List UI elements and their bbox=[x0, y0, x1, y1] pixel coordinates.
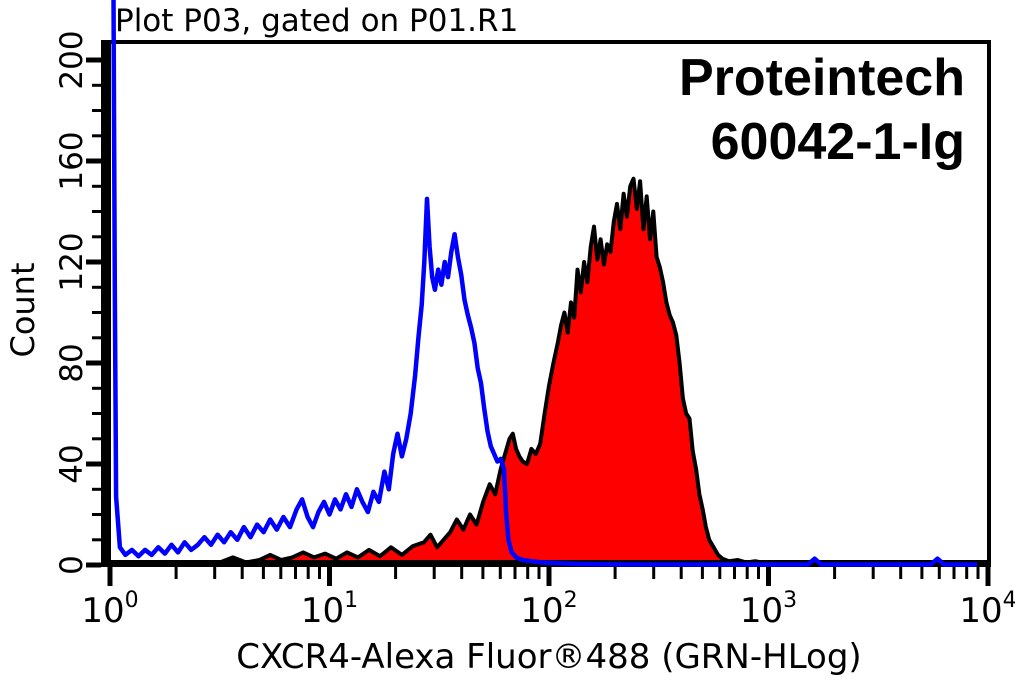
x-minor-tick bbox=[871, 567, 875, 579]
x-minor-tick bbox=[952, 567, 956, 579]
plot-title: Plot P03, gated on P01.R1 bbox=[115, 3, 519, 39]
y-tick-label: 120 bbox=[54, 232, 90, 291]
y-minor-tick bbox=[92, 487, 101, 491]
y-tick-label: 40 bbox=[54, 444, 90, 483]
x-minor-tick bbox=[240, 567, 244, 579]
y-major-tick bbox=[86, 562, 101, 568]
x-axis-label: CXCR4-Alexa Fluor®488 (GRN-HLog) bbox=[236, 637, 862, 677]
x-minor-tick bbox=[976, 567, 980, 579]
x-minor-tick bbox=[613, 567, 617, 579]
y-axis-label: Count bbox=[4, 262, 42, 358]
y-minor-tick bbox=[92, 513, 101, 516]
x-minor-tick bbox=[213, 567, 217, 579]
x-minor-tick bbox=[306, 567, 310, 579]
x-major-tick bbox=[985, 567, 991, 586]
y-minor-tick bbox=[92, 83, 101, 87]
x-minor-tick bbox=[513, 567, 517, 579]
x-minor-tick bbox=[498, 567, 502, 579]
y-tick-label: 200 bbox=[54, 30, 90, 89]
x-tick-label: 104 bbox=[959, 588, 1015, 631]
x-tick-label: 100 bbox=[81, 588, 138, 631]
y-minor-tick bbox=[92, 336, 101, 340]
x-minor-tick bbox=[920, 567, 924, 579]
y-major-tick bbox=[86, 360, 101, 366]
y-tick-label: 160 bbox=[54, 131, 90, 190]
left-axis-spine bbox=[101, 40, 111, 567]
y-minor-tick bbox=[92, 184, 101, 188]
y-minor-tick bbox=[92, 285, 101, 289]
annotation-line-2: 60042-1-Ig bbox=[710, 113, 965, 171]
x-minor-tick bbox=[394, 567, 398, 579]
right-axis-spine bbox=[987, 40, 991, 567]
y-major-tick bbox=[86, 259, 101, 265]
x-minor-tick bbox=[745, 567, 749, 579]
y-tick-label: 0 bbox=[54, 555, 90, 575]
x-major-tick bbox=[766, 567, 771, 586]
x-minor-tick bbox=[833, 567, 837, 579]
red-histogram-fill bbox=[110, 178, 988, 565]
x-minor-tick bbox=[718, 567, 722, 579]
x-minor-tick bbox=[460, 567, 464, 579]
x-tick-label: 102 bbox=[520, 588, 577, 631]
x-minor-tick bbox=[757, 567, 760, 579]
y-minor-tick bbox=[92, 134, 101, 138]
x-tick-label: 103 bbox=[740, 588, 797, 631]
annotation-line-1: Proteintech bbox=[678, 49, 965, 107]
x-major-tick bbox=[327, 567, 332, 586]
x-major-tick bbox=[107, 567, 113, 586]
x-minor-tick bbox=[652, 567, 656, 579]
x-minor-tick bbox=[261, 567, 265, 579]
y-minor-tick bbox=[92, 412, 101, 415]
x-minor-tick bbox=[318, 567, 321, 579]
x-minor-tick bbox=[733, 567, 736, 579]
y-minor-tick bbox=[92, 386, 101, 390]
x-minor-tick bbox=[899, 567, 903, 579]
y-major-tick bbox=[86, 461, 101, 467]
x-minor-tick bbox=[481, 567, 485, 579]
x-tick-label: 101 bbox=[301, 588, 358, 631]
x-minor-tick bbox=[279, 567, 283, 579]
x-minor-tick bbox=[937, 567, 941, 579]
x-major-tick bbox=[546, 567, 552, 586]
x-minor-tick bbox=[700, 567, 704, 579]
x-minor-tick bbox=[537, 567, 541, 579]
blue-histogram-curve bbox=[111, 0, 977, 567]
x-minor-tick bbox=[294, 567, 297, 579]
x-minor-tick bbox=[526, 567, 530, 579]
y-minor-tick bbox=[92, 109, 101, 112]
y-major-tick bbox=[86, 158, 101, 164]
y-tick-label: 80 bbox=[54, 343, 90, 382]
x-minor-tick bbox=[174, 567, 178, 579]
vendor-annotation: Proteintech 60042-1-Ig bbox=[545, 46, 965, 174]
y-minor-tick bbox=[92, 437, 101, 441]
red-histogram-outline bbox=[110, 176, 988, 567]
y-minor-tick bbox=[92, 235, 101, 239]
top-axis-spine bbox=[101, 40, 991, 44]
x-minor-tick bbox=[965, 567, 969, 579]
x-minor-tick bbox=[679, 567, 683, 579]
x-minor-tick bbox=[432, 567, 436, 579]
y-major-tick bbox=[86, 57, 101, 63]
y-minor-tick bbox=[92, 210, 101, 213]
y-minor-tick bbox=[92, 311, 101, 314]
y-minor-tick bbox=[92, 538, 101, 542]
